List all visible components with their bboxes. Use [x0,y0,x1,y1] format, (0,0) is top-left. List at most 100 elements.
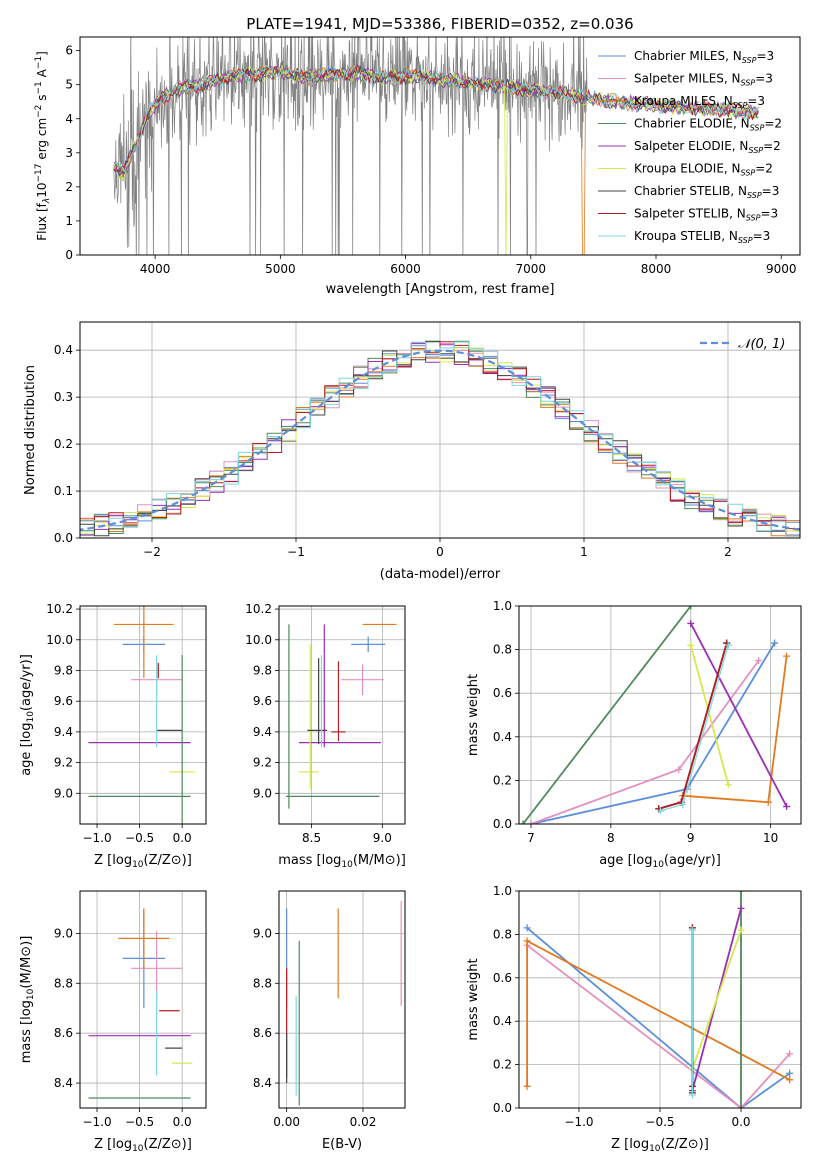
legend-suffix: =3 [747,94,765,108]
axis-label-text: Z [log [94,853,132,868]
weight-marker [783,803,791,811]
y-tick-label: 6 [65,44,73,58]
legend-suffix: =3 [753,229,771,243]
y-tick-label: 9.6 [54,694,73,708]
y-tick-label: 10.0 [245,633,272,647]
weight-marker [687,619,695,627]
age-vs-mass-plot: 8.5 9.0 9.0 9.2 9.4 9.6 9.8 10.0 10.2 mass [log10… [245,602,406,870]
plot-area [88,606,195,824]
x-tick-label: 8000 [641,262,672,276]
legend-subscript: SSP [742,56,757,65]
x-tick-label: 0.0 [731,1115,750,1129]
weight-marker [656,807,664,815]
y-label-sup: −17 [34,164,44,183]
y-tick-label: 9.4 [253,725,272,739]
legend-suffix: =3 [755,72,773,86]
grid-lines [80,891,206,1108]
axis-label-text: mass [log [19,1000,34,1063]
y-tick-label: 0.6 [493,971,512,985]
y-tick-label: 0.1 [54,484,73,498]
weight-marker [688,1091,696,1099]
y-label-unit: s [35,95,49,105]
axis-label-subscript: 10 [652,860,664,870]
x-tick-label: −0.5 [645,1115,674,1129]
weight-marker [523,924,531,932]
legend-nssp: , N [733,117,750,131]
y-tick-label: 8.6 [54,1026,73,1040]
y-tick-label: 9.8 [54,663,73,677]
legend-entry: Kroupa ELODIE, NSSP=2 [634,162,773,178]
legend-series-name: Salpeter ELODIE [634,139,732,153]
grid-lines [519,605,801,825]
legend-series-name: Chabrier STELIB [634,184,730,198]
y-tick-label: 10.2 [245,602,272,616]
axes-frame [79,321,801,539]
axis-label-expression: (Z/Z⊙)] [144,853,192,868]
axes-frame [278,890,406,1109]
y-label-unit: A [35,68,49,81]
weight-vs-metallicity-plot: −1.0 −0.5 0.0 0.0 0.2 0.4 0.6 0.8 1.0 Z [log10(Z/… [466,884,802,1154]
y-tick-label: 8.8 [253,976,272,990]
y-tick-label: 9.0 [253,926,272,940]
weight-line-salpeter-miles [526,944,791,1108]
legend-series-name: Chabrier ELODIE [634,117,733,131]
legend-subscript: SSP [733,101,748,110]
legend-nssp: , N [724,72,741,86]
y-tick-label: 9.4 [54,725,73,739]
axis-label-subscript: 10 [649,1144,661,1154]
legend-series-name: Chabrier MILES [634,49,725,63]
x-tick-label: 7 [527,831,535,845]
x-tick-label: −0.5 [125,1115,154,1129]
x-tick-label: −1.0 [82,1115,111,1129]
y-label-sup: −2 [34,105,44,118]
y-tick-label: 9.0 [253,786,272,800]
y-tick-label: 0.3 [54,390,73,404]
legend-entry: Salpeter STELIB, NSSP=3 [634,207,778,223]
model-line-chabrier-miles [113,64,759,176]
weight-marker [755,657,763,664]
weight-marker [737,1104,745,1108]
y-label-sub: λ [42,198,52,204]
x-tick-label: −2 [143,545,161,559]
axis-label-expression: (Z/Z⊙)] [661,1137,709,1152]
x-tick-label: 4000 [140,262,171,276]
weight-marker [737,904,745,912]
x-tick-label: 0.0 [173,831,192,845]
plot-area [519,606,791,824]
grid-lines [80,606,206,824]
y-tick-label: 0.4 [493,730,512,744]
legend-subscript: SSP [747,191,762,200]
y-tick-label: 8.4 [54,1076,73,1090]
y-tick-label: 0.2 [493,1058,512,1072]
x-tick-label: −1.0 [564,1115,593,1129]
y-tick-label: 2 [65,180,73,194]
model-line-chabrier-stelib [113,64,759,176]
axes-frame [79,36,801,256]
x-axis-label: E(B-V) [322,1137,362,1152]
x-tick-label: −1.0 [82,831,111,845]
y-label-unit: ] [35,51,49,56]
x-tick-label: 5000 [265,262,296,276]
legend-entry: Kroupa MILES, NSSP=3 [634,94,765,110]
legend-suffix: =2 [763,139,781,153]
weight-marker [688,926,696,934]
weight-marker [687,606,695,610]
legend-subscript: SSP [741,79,756,88]
weight-line-salpeter-elodie [690,622,788,808]
weight-marker [523,937,531,945]
y-tick-label: 3 [65,146,73,160]
legend-series-name: Kroupa ELODIE [634,162,724,176]
plot-area [88,908,193,1099]
mass-vs-metallicity-plot: −1.0 −0.5 0.08.48.68.89.0Z [log10(Z/Z⊙)]ma… [19,890,207,1154]
grid-lines [519,890,801,1109]
plot-area [80,340,800,537]
y-label-text: Flux [f [35,202,49,240]
axis-label-expression: (age/yr)] [664,853,721,868]
legend-nssp: , N [732,139,749,153]
figure-title: PLATE=1941, MJD=53386, FIBERID=0352, z=0… [246,15,633,33]
axis-label-expression: (age/yr)] [19,654,34,711]
observed-spectrum-line [113,37,759,255]
y-tick-label: 1 [65,214,73,228]
y-axis-label: mass [log10(M/M⊙)] [19,936,36,1064]
